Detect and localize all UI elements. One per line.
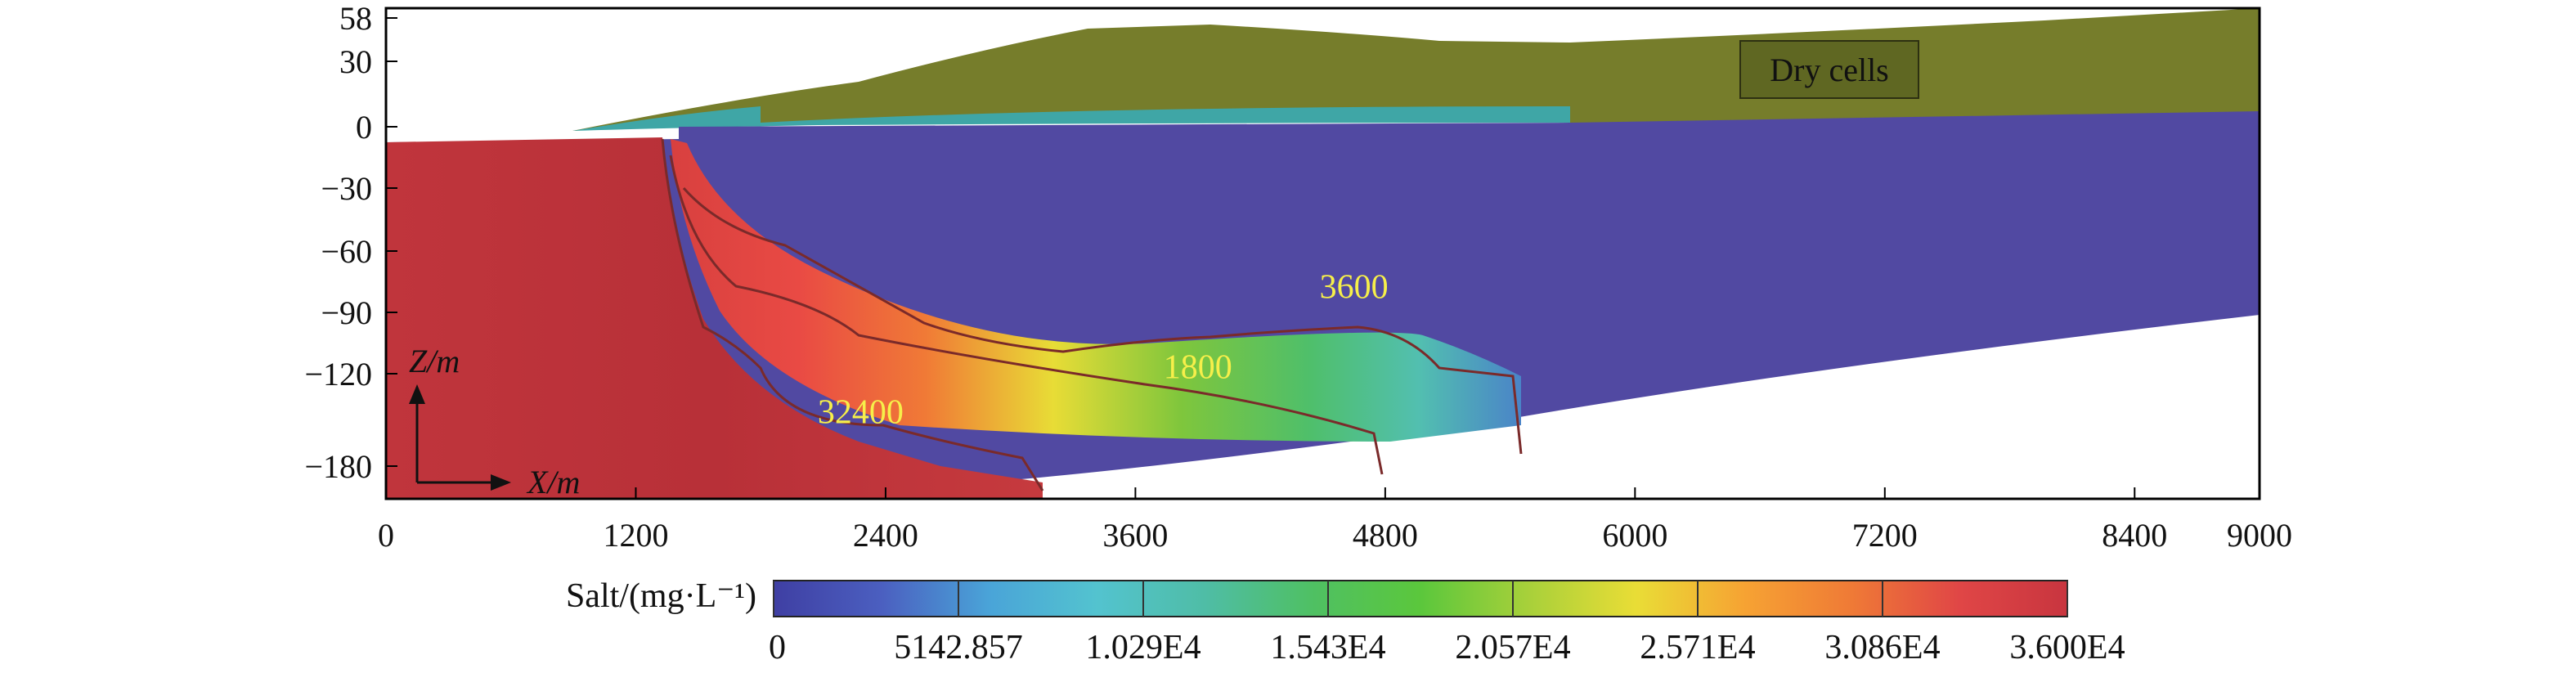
dry-cells-label-box (1739, 40, 1919, 99)
y-tick-label: −90 (321, 294, 372, 331)
colorbar-gradient (773, 580, 2068, 617)
contour-1800 (669, 155, 1384, 475)
x-tick-label: 0 (378, 517, 394, 554)
z-axis-label: Z/m (409, 343, 460, 379)
x-tick-label: 1200 (603, 517, 668, 554)
contour-3600 (682, 187, 1523, 455)
colorbar-tick-label: 2.571E4 (1640, 629, 1755, 666)
x-tick-label: 8400 (2102, 517, 2167, 554)
colorbar-label: Salt/(mg·L⁻¹) (566, 577, 756, 615)
contour-labels: 3600 1800 32400 (818, 269, 1389, 432)
colorbar-tick-label: 1.029E4 (1085, 629, 1200, 666)
colorbar-tick-label: 0 (769, 629, 786, 666)
colorbar-tick-label: 3.086E4 (1824, 629, 1940, 666)
axis-indicator: Z/m X/m (409, 343, 580, 500)
seawater-region (386, 137, 1043, 499)
z-arrow-head (409, 384, 425, 404)
colorbar-tick-label: 1.543E4 (1270, 629, 1385, 666)
x-tick-label: 4800 (1353, 517, 1418, 554)
x-axis: 0 1200 2400 3600 4800 6000 7200 8400 9000 (378, 487, 2292, 554)
dry-cells-label: Dry cells (1770, 52, 1889, 88)
plot-area (386, 8, 2260, 499)
x-axis-label: X/m (526, 464, 580, 500)
y-axis: 58 30 0 −30 −60 −90 −120 −180 (304, 0, 397, 485)
y-tick-label: −180 (304, 448, 372, 485)
y-tick-label: 58 (339, 0, 372, 37)
x-tick-label: 9000 (2227, 517, 2292, 554)
x-tick-label: 6000 (1602, 517, 1667, 554)
y-tick-label: 0 (356, 109, 372, 146)
colorbar: Salt/(mg·L⁻¹) 0 5142.857 1.029E4 1.543E4 2.0… (566, 577, 2125, 666)
x-tick-label: 7200 (1852, 517, 1918, 554)
x-arrow-head (491, 474, 511, 491)
x-tick-label: 2400 (853, 517, 918, 554)
contour-label: 1800 (1164, 349, 1232, 387)
colorbar-ticks: 0 5142.857 1.029E4 1.543E4 2.057E4 2.571E4 3.0… (769, 581, 2125, 666)
y-tick-label: −120 (304, 356, 372, 393)
y-tick-label: −60 (321, 233, 372, 270)
dry-cells-label-group: Dry cells (1739, 40, 1919, 99)
recharge-strip (572, 106, 1570, 131)
contour-label: 32400 (818, 393, 904, 431)
contour-32400 (661, 138, 1044, 491)
colorbar-tick-label: 2.057E4 (1455, 629, 1570, 666)
y-tick-label: −30 (321, 170, 372, 207)
dry-cells-region (572, 8, 2260, 131)
y-tick-label: 30 (339, 43, 372, 80)
contour-label: 3600 (1320, 269, 1389, 307)
colorbar-tick-label: 3.600E4 (2009, 629, 2125, 666)
plot-frame (384, 7, 2261, 500)
mixing-zone (671, 139, 1521, 442)
colorbar-tick-label: 5142.857 (894, 629, 1023, 666)
x-tick-label: 3600 (1102, 517, 1168, 554)
